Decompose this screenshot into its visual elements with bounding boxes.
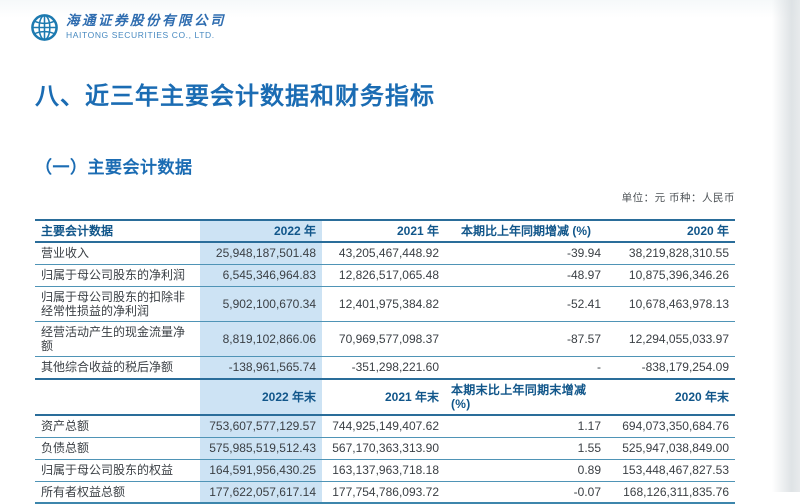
column-header: 2022 年 — [200, 220, 322, 243]
accounting-data-table: 主要会计数据 2022 年 2021 年 本期比上年同期增减 (%) 2020 … — [35, 219, 735, 504]
column-header: 2021 年 — [396, 224, 439, 238]
table-header-annual: 主要会计数据 2022 年 2021 年 本期比上年同期增减 (%) 2020 … — [35, 220, 735, 243]
cell-2020: 12,294,055,033.97 — [628, 332, 729, 347]
table-row-parent-equity: 归属于母公司股东的权益 164,591,956,430.25 163,137,9… — [35, 459, 735, 482]
cell-change: 0.89 — [577, 463, 601, 478]
cell-change: -87.57 — [566, 332, 601, 347]
column-header: 主要会计数据 — [41, 224, 114, 238]
cell-2022: -138,961,565.74 — [200, 356, 322, 379]
table-row-other-comprehensive-income: 其他综合收益的税后净额 -138,961,565.74 -351,298,221… — [35, 356, 735, 379]
column-header: 2020 年 — [686, 224, 729, 238]
cell-2020: 168,126,311,835.76 — [623, 484, 729, 499]
row-label: 其他综合收益的税后净额 — [41, 360, 174, 375]
cell-2020: 38,219,828,310.55 — [628, 246, 729, 261]
cell-change: -39.94 — [566, 246, 601, 261]
cell-2021: 744,925,149,407.62 — [332, 419, 439, 434]
cell-change: 1.17 — [577, 419, 601, 434]
cell-2021: 70,969,577,098.37 — [338, 332, 439, 347]
row-label: 资产总额 — [41, 419, 90, 434]
subsection-title: （一）主要会计数据 — [35, 158, 193, 177]
haitong-globe-icon — [31, 14, 58, 41]
cell-2022: 8,819,102,866.06 — [200, 321, 322, 357]
cell-change: 1.55 — [577, 441, 601, 456]
column-header: 本期末比上年同期末增减(%) — [451, 382, 587, 411]
column-header — [35, 379, 200, 415]
cell-2021: 567,170,363,313.90 — [332, 441, 439, 456]
column-header: 2021 年末 — [384, 389, 439, 404]
column-header: 本期比上年同期增减 (%) — [461, 224, 591, 238]
table-row-total-assets: 资产总额 753,607,577,129.57 744,925,149,407.… — [35, 415, 735, 438]
cell-2020: 10,678,463,978.13 — [628, 296, 729, 311]
cell-2021: 177,754,786,093.72 — [332, 484, 439, 499]
cell-2022: 753,607,577,129.57 — [200, 415, 322, 438]
cell-2020: 153,448,467,827.53 — [622, 463, 729, 478]
column-header: 2022 年末 — [200, 378, 322, 416]
row-label: 负债总额 — [41, 441, 90, 456]
row-label: 所有者权益总额 — [41, 484, 126, 499]
table-row-net-profit: 归属于母公司股东的净利润 6,545,346,964.83 12,826,517… — [35, 264, 735, 287]
table-row-revenue: 营业收入 25,948,187,501.48 43,205,467,448.92… — [35, 242, 735, 265]
company-name: 海通证券股份有限公司 HAITONG SECURITIES CO., LTD. — [66, 13, 226, 41]
company-name-english: HAITONG SECURITIES CO., LTD. — [66, 29, 215, 40]
table-row-total-liabilities: 负债总额 575,985,519,512.43 567,170,363,313.… — [35, 437, 735, 460]
cell-2022: 6,545,346,964.83 — [200, 264, 322, 287]
currency-unit-note: 单位：元 币种：人民币 — [621, 192, 735, 204]
table-row-net-profit-excl-nonrecurring: 归属于母公司股东的扣除非经常性损益的净利润 5,902,100,670.34 1… — [35, 286, 735, 322]
row-label: 营业收入 — [41, 246, 90, 261]
cell-2022: 164,591,956,430.25 — [200, 459, 322, 482]
cell-2021: -351,298,221.60 — [351, 360, 439, 375]
table-row-operating-cash-flow: 经营活动产生的现金流量净额 8,819,102,866.06 70,969,57… — [35, 321, 735, 357]
cell-2021: 12,826,517,065.48 — [338, 268, 439, 283]
cell-2022: 25,948,187,501.48 — [200, 242, 322, 265]
cell-2021: 12,401,975,384.82 — [338, 296, 439, 311]
company-name-chinese: 海通证券股份有限公司 — [66, 13, 226, 29]
scan-page-edge — [772, 0, 800, 492]
cell-2020: 694,073,350,684.76 — [622, 419, 729, 434]
table-row-total-equity: 所有者权益总额 177,622,057,617.14 177,754,786,0… — [35, 481, 735, 504]
cell-2020: 10,875,396,346.26 — [628, 268, 729, 283]
cell-2022: 575,985,519,512.43 — [200, 437, 322, 460]
cell-2021: 43,205,467,448.92 — [338, 246, 439, 261]
table-header-year-end: 2022 年末 2021 年末 本期末比上年同期末增减(%) 2020 年末 — [35, 378, 735, 416]
row-label: 归属于母公司股东的净利润 — [41, 268, 186, 283]
cell-2022: 5,902,100,670.34 — [200, 286, 322, 322]
cell-change: -0.07 — [573, 484, 601, 499]
row-label: 经营活动产生的现金流量净额 — [41, 324, 186, 354]
column-header: 2020 年末 — [674, 389, 729, 404]
cell-2022: 177,622,057,617.14 — [200, 481, 322, 504]
row-label: 归属于母公司股东的扣除非经常性损益的净利润 — [41, 289, 186, 318]
cell-change: -52.41 — [566, 296, 601, 311]
cell-change: -48.97 — [566, 268, 601, 283]
cell-2020: -838,179,254.09 — [641, 360, 729, 375]
section-title: 八、近三年主要会计数据和财务指标 — [35, 83, 435, 110]
cell-2021: 163,137,963,718.18 — [332, 463, 439, 478]
company-logo: 海通证券股份有限公司 HAITONG SECURITIES CO., LTD. — [30, 13, 226, 42]
cell-2020: 525,947,038,849.00 — [622, 441, 729, 456]
cell-change: - — [597, 360, 601, 375]
row-label: 归属于母公司股东的权益 — [41, 463, 174, 478]
